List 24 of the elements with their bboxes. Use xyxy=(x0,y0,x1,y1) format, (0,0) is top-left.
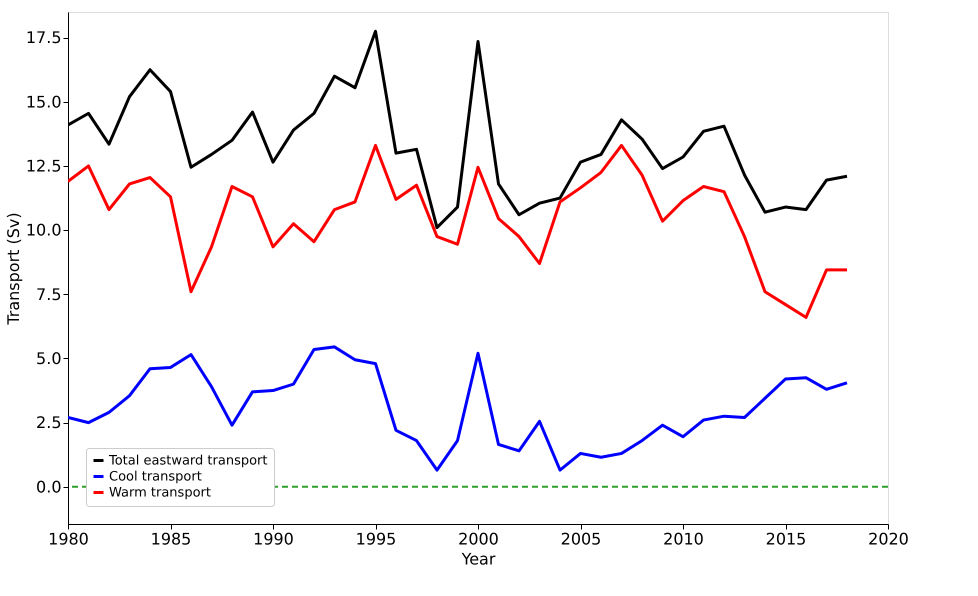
x-axis-title: Year xyxy=(460,550,496,568)
y-tick-label: 12.5 xyxy=(26,156,62,176)
x-tick-label: 2000 xyxy=(458,530,499,548)
y-tick-label: 7.5 xyxy=(36,284,62,304)
x-tick-label: 1980 xyxy=(48,530,89,548)
legend-label: Warm transport xyxy=(109,486,211,500)
line-series xyxy=(68,144,848,319)
y-tick-label: 5.0 xyxy=(36,348,62,368)
y-axis-title: Transport (Sv) xyxy=(4,212,23,326)
x-tick-label: 2020 xyxy=(868,530,909,548)
x-tick-label: 1995 xyxy=(356,530,396,548)
y-tick-label: 10.0 xyxy=(26,220,62,240)
y-tick-label: 15.0 xyxy=(26,92,62,112)
legend-label: Cool transport xyxy=(109,470,202,484)
y-tick-label: 17.5 xyxy=(26,28,62,48)
line-series xyxy=(68,345,848,472)
x-tick-label: 2010 xyxy=(663,530,704,548)
y-tick-label: 2.5 xyxy=(36,413,62,432)
x-tick-label: 1990 xyxy=(253,530,294,548)
x-tick-label: 2005 xyxy=(560,530,602,548)
y-tick-label: 0.0 xyxy=(36,477,62,496)
x-tick-label: 1985 xyxy=(150,530,192,548)
legend-label: Total eastward transport xyxy=(108,454,268,468)
x-tick-label: 2015 xyxy=(766,530,806,548)
